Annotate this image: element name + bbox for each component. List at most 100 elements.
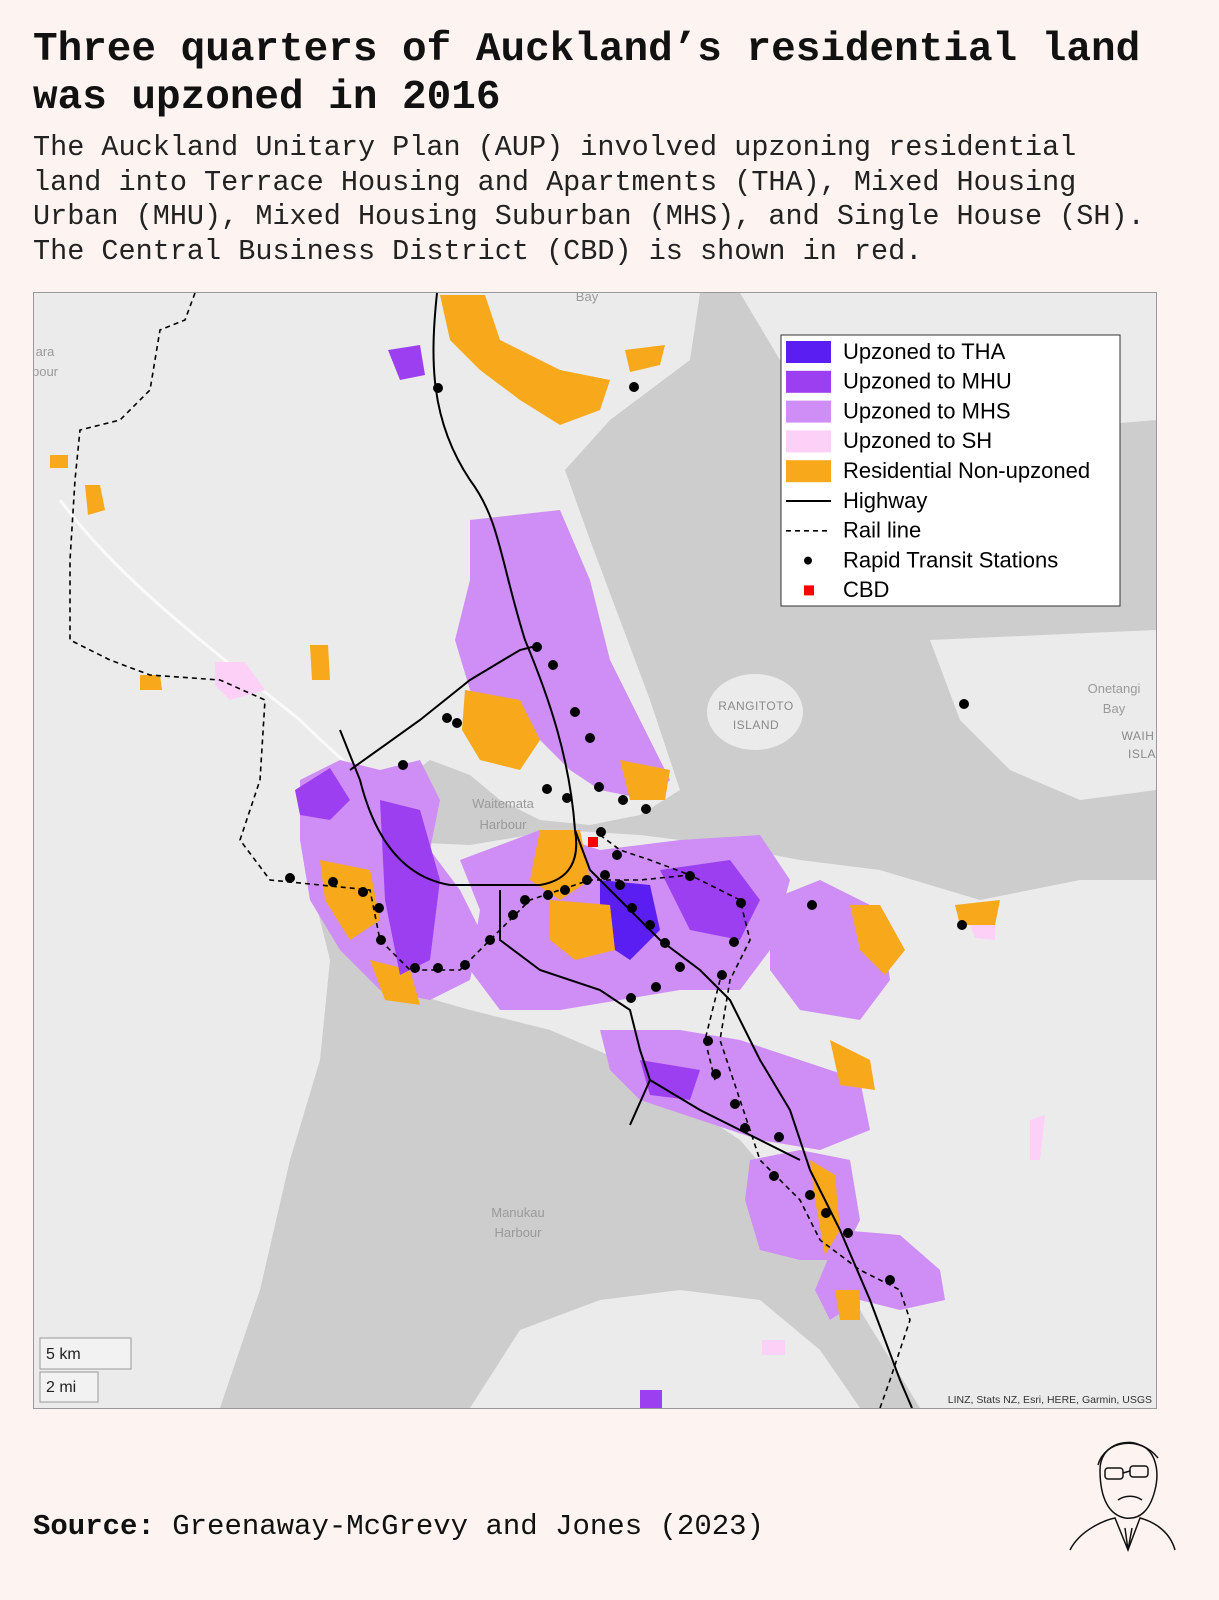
legend-label: Rapid Transit Stations [843,547,1058,572]
rail-line [69,293,911,1408]
zone-area [550,900,615,960]
station [596,827,606,837]
station [769,1171,779,1181]
station [645,920,655,930]
station [562,793,572,803]
legend-square [804,585,814,596]
station [629,382,639,392]
station [774,1132,784,1142]
zone-area [625,345,665,372]
station [442,713,452,723]
place-label: RANGITOTO [718,699,793,713]
highway [349,644,541,771]
station [585,733,595,743]
station [485,935,495,945]
place-label: WAIH [1122,729,1155,743]
zones [50,295,1045,1408]
legend-label: Upzoned to MHS [843,398,1011,423]
station [618,795,628,805]
zone-area [1030,1115,1045,1160]
station [548,660,558,670]
legend-swatch [786,400,831,423]
place-label: Onetangi [1088,681,1141,696]
legend-dot [804,556,812,565]
station [285,873,295,883]
station [570,707,580,717]
station [651,982,661,992]
station [374,903,384,913]
place-label: Harbour [480,817,528,832]
highways [339,293,913,1408]
zone-area [762,1340,785,1355]
station [730,1099,740,1109]
station [433,383,443,393]
zone-area [140,675,162,690]
station [560,885,570,895]
scale-label: 2 mi [46,1379,76,1396]
station [508,910,518,920]
station [532,642,542,652]
station [398,760,408,770]
zone-area [830,1040,875,1090]
zone-area [640,1060,700,1100]
station [805,1190,815,1200]
zone-area [215,662,265,700]
scale-bar [39,1371,99,1403]
station [520,895,530,905]
station [376,935,386,945]
station [703,1036,713,1046]
station [843,1228,853,1238]
highway [339,293,578,886]
station [543,890,553,900]
station [685,871,695,881]
attribution: LINZ, Stats NZ, Esri, HERE, Garmin, USGS [948,1394,1152,1406]
station [821,1208,831,1218]
station [600,870,610,880]
legend-label: Upzoned to SH [843,428,992,453]
station [957,920,967,930]
zone-area [955,900,1000,925]
station [582,875,592,885]
station [358,887,368,897]
station [740,1123,750,1133]
legend-label: Highway [843,488,927,513]
legend-label: Upzoned to MHU [843,369,1012,394]
title-line: Three quarters of Auckland’s residential… [33,27,1141,73]
station [460,960,470,970]
zone-area [530,830,590,900]
station [675,962,685,972]
subtitle-line: land into Terrace Housing and Apartments… [33,165,1077,199]
zone-area [295,768,350,820]
station [328,877,338,887]
map-body: Bay ara bour RANGITOTO ISLAND Onetangi B… [32,293,1156,1408]
subtitle-line: The Central Business District (CBD) is s… [33,234,923,268]
rail-lines [69,293,911,1408]
source: Source: Greenaway-McGrevy and Jones (202… [33,1510,764,1543]
stations [285,382,969,1285]
station [410,963,420,973]
land [930,630,1156,800]
subtitle: The Auckland Unitary Plan (AUP) involved… [33,131,1145,269]
rail-line [599,834,691,876]
zone-area [970,925,995,940]
title: Three quarters of Auckland’s residential… [33,26,1140,122]
highway [649,1079,801,1161]
station [641,804,651,814]
station [626,993,636,1003]
zone-area [310,645,330,680]
place-label: ISLAND [733,718,779,732]
highway [574,829,913,1408]
place-label: bour [32,364,59,379]
legend-box [780,334,1121,607]
station [433,963,443,973]
portrait [1069,1441,1176,1553]
station [736,898,746,908]
place-label: Harbour [495,1225,543,1240]
zone-area [835,1290,860,1320]
place-label: ISLA [1128,747,1156,761]
zone-area [850,905,905,975]
station [717,970,727,980]
station [729,937,739,947]
